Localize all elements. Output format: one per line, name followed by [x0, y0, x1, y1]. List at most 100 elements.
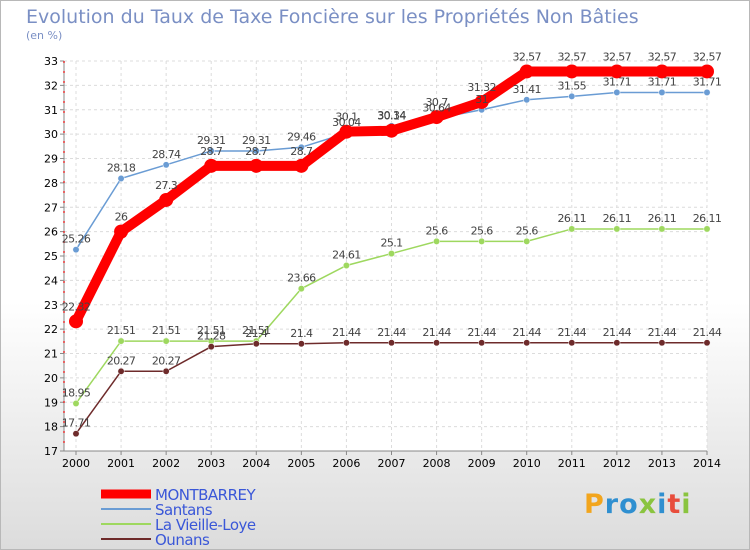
data-label-2: 25.1 [380, 237, 402, 250]
data-label-2: 26.11 [558, 212, 587, 225]
data-label-2: 26.11 [648, 212, 677, 225]
series-point-2 [388, 250, 395, 258]
x-tick-label: 2008 [423, 457, 451, 470]
data-label-1: 29.31 [242, 134, 271, 147]
series-point-0 [429, 110, 444, 125]
data-label-3: 20.27 [107, 354, 136, 367]
data-label-2: 25.6 [471, 224, 494, 237]
series-point-3 [433, 339, 441, 347]
y-tick-label: 22 [44, 323, 58, 336]
y-tick-label: 28 [44, 177, 58, 190]
data-label-0: 32.57 [558, 50, 587, 63]
data-label-0: 30.7 [426, 96, 449, 109]
data-label-2: 18.95 [62, 386, 91, 399]
data-label-0: 30.14 [377, 110, 406, 123]
series-point-1 [117, 175, 125, 182]
series-point-1 [162, 161, 170, 169]
data-label-1: 31.71 [648, 75, 677, 88]
series-point-2 [162, 337, 170, 345]
series-point-1 [297, 143, 305, 151]
data-label-0: 30.1 [335, 111, 357, 124]
data-label-3: 21.44 [422, 326, 451, 339]
data-label-2: 26.11 [693, 212, 722, 225]
data-label-0: 28.7 [290, 145, 313, 158]
data-label-0: 28.7 [245, 145, 268, 158]
series-point-0 [609, 64, 624, 79]
series-point-2 [703, 225, 711, 233]
x-tick-label: 2007 [378, 457, 406, 470]
data-label-2: 25.6 [516, 224, 539, 237]
data-label-2: 21.51 [197, 324, 226, 337]
legend-label-3: Ounans [155, 531, 210, 549]
series-point-0 [339, 124, 354, 139]
series-point-0 [159, 192, 174, 207]
series-point-2 [342, 262, 350, 269]
data-label-2: 21.51 [152, 324, 181, 337]
data-label-3: 21.44 [558, 326, 587, 339]
data-label-0: 27.3 [155, 179, 178, 192]
series-point-1 [613, 88, 621, 96]
series-point-3 [252, 340, 260, 348]
series-point-1 [568, 92, 576, 100]
series-point-3 [703, 339, 711, 347]
data-label-1: 31.55 [558, 79, 587, 92]
data-label-1: 30.64 [422, 102, 451, 115]
series-point-0 [654, 64, 669, 79]
series-point-0 [519, 64, 534, 79]
data-label-3: 20.27 [152, 354, 181, 367]
chart-title: Evolution du Taux de Taxe Foncière sur l… [26, 6, 639, 28]
series-point-0 [204, 158, 219, 173]
series-point-0 [700, 64, 714, 79]
data-label-1: 31 [475, 93, 488, 106]
series-point-3 [207, 343, 215, 351]
data-label-1: 28.18 [107, 161, 136, 174]
series-point-3 [478, 339, 486, 347]
data-label-3: 21.4 [245, 327, 268, 340]
data-label-3: 21.44 [332, 326, 361, 339]
y-tick-label: 19 [44, 396, 58, 409]
chart-subtitle: (en %) [26, 29, 63, 42]
x-tick-label: 2001 [107, 457, 135, 470]
x-tick-label: 2000 [62, 457, 90, 470]
data-label-1: 30.04 [332, 116, 361, 129]
x-tick-label: 2014 [693, 457, 721, 470]
data-label-3: 21.44 [467, 326, 496, 339]
y-tick-label: 17 [44, 445, 58, 458]
series-point-0 [294, 158, 309, 173]
data-label-3: 21.28 [197, 330, 226, 343]
series-point-0 [69, 314, 83, 329]
logo-letter: i [657, 489, 668, 520]
data-label-0: 31.32 [467, 81, 496, 94]
series-point-3 [117, 367, 125, 375]
data-label-3: 17.71 [62, 417, 91, 430]
data-label-1: 30.34 [377, 109, 406, 122]
data-label-2: 25.6 [426, 224, 449, 237]
y-tick-label: 33 [44, 55, 58, 68]
series-point-3 [658, 339, 666, 347]
data-label-2: 21.51 [242, 324, 271, 337]
logo-letter: i [681, 489, 692, 520]
y-tick-label: 31 [44, 104, 58, 117]
y-tick-label: 24 [44, 274, 58, 287]
data-label-3: 21.4 [290, 327, 313, 340]
series-point-2 [433, 237, 441, 245]
y-tick-label: 27 [44, 201, 58, 214]
legend-label-0: MONTBARREY [155, 486, 257, 504]
logo-letter: x [638, 489, 658, 520]
data-label-1: 28.74 [152, 148, 181, 161]
data-label-1: 25.26 [62, 233, 91, 246]
series-point-2 [297, 285, 305, 293]
x-tick-label: 2006 [332, 457, 360, 470]
y-tick-label: 30 [44, 128, 58, 141]
series-point-1 [207, 147, 215, 155]
data-label-3: 21.44 [603, 326, 632, 339]
series-point-1 [523, 96, 531, 104]
y-tick-label: 23 [44, 299, 58, 312]
data-label-1: 29.31 [197, 134, 226, 147]
series-point-2 [117, 337, 125, 345]
y-tick-label: 29 [44, 153, 58, 166]
y-tick-label: 21 [44, 348, 58, 361]
data-label-0: 32.57 [512, 50, 541, 63]
